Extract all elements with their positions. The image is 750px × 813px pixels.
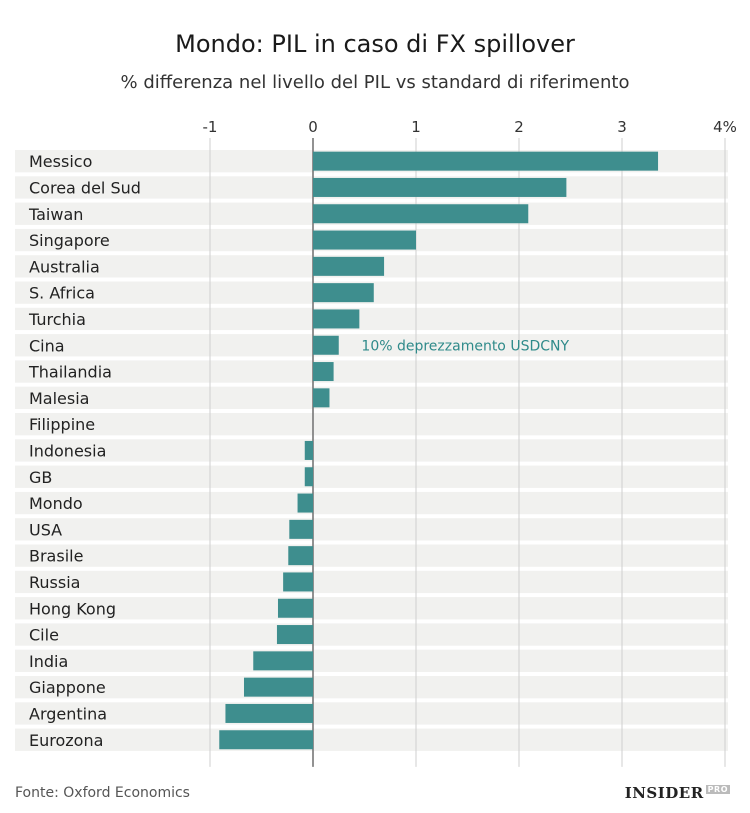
x-tick-label: 2 — [514, 118, 524, 136]
row-band — [15, 334, 728, 357]
x-tick-label: 0 — [308, 118, 318, 136]
bar — [225, 703, 313, 723]
category-label: India — [29, 652, 68, 671]
bar — [313, 256, 385, 276]
bar — [276, 625, 313, 645]
bar — [283, 572, 313, 592]
category-label: Turchia — [28, 310, 86, 329]
annotations: 10% deprezzamento USDCNY — [361, 338, 569, 354]
bar — [304, 467, 313, 487]
x-tick-label: 1 — [411, 118, 421, 136]
bar — [277, 598, 313, 618]
bar — [243, 677, 313, 697]
category-label: Filippine — [29, 415, 95, 434]
row-band — [15, 386, 728, 409]
row-band — [15, 307, 728, 331]
category-label: Brasile — [29, 547, 83, 566]
category-label: Russia — [29, 573, 80, 592]
row-band — [15, 518, 728, 541]
category-label: GB — [29, 468, 52, 487]
bar — [288, 546, 313, 566]
row-band — [15, 439, 728, 462]
bar — [313, 335, 339, 355]
bar-chart: -1 0 1 2 3 4% Messico Corea del Sud Taiwan Singa… — [15, 118, 737, 767]
row-band — [15, 728, 728, 751]
category-label: S. Africa — [29, 284, 95, 303]
category-label: Malesia — [29, 389, 89, 408]
bar — [313, 309, 360, 329]
row-band — [15, 702, 728, 725]
category-label: Giappone — [29, 678, 106, 697]
category-label: Argentina — [29, 704, 107, 723]
row-band — [15, 570, 728, 594]
bar — [219, 730, 313, 750]
brand-name: INSIDER — [624, 784, 704, 802]
bar — [313, 151, 659, 171]
bar — [313, 388, 330, 408]
category-label: Mondo — [29, 494, 83, 513]
bars — [219, 151, 659, 750]
x-tick-label: -1 — [203, 118, 218, 136]
category-label: Hong Kong — [29, 599, 116, 618]
category-label: Singapore — [29, 231, 110, 250]
bar — [313, 283, 374, 303]
row-band — [15, 413, 728, 436]
chart-title: Mondo: PIL in caso di FX spillover — [175, 30, 575, 58]
row-band — [15, 465, 728, 488]
row-band — [15, 649, 728, 672]
category-label: Corea del Sud — [29, 178, 141, 197]
bar — [313, 177, 567, 197]
category-label: Cile — [29, 626, 59, 645]
category-label: Eurozona — [29, 731, 103, 750]
brand-logo: INSIDER PRO — [625, 784, 730, 802]
bar — [313, 362, 334, 382]
category-label: Messico — [29, 152, 92, 171]
source-note: Fonte: Oxford Economics — [15, 785, 190, 801]
bar — [297, 493, 313, 513]
row-band — [15, 597, 728, 620]
row-band — [15, 491, 728, 515]
annotation-label: 10% deprezzamento USDCNY — [361, 338, 569, 354]
row-bands — [15, 150, 728, 751]
row-band — [15, 676, 728, 699]
category-label: Cina — [29, 336, 65, 355]
bar — [313, 230, 416, 250]
bar — [289, 519, 313, 539]
category-label: Taiwan — [28, 205, 83, 224]
row-band — [15, 623, 728, 646]
category-labels: Messico Corea del Sud Taiwan Singapore Austr… — [28, 152, 141, 750]
brand-suffix: PRO — [705, 785, 730, 794]
row-band — [15, 544, 728, 567]
x-tick-label: 3 — [617, 118, 627, 136]
bar — [304, 440, 313, 460]
category-label: USA — [29, 520, 62, 539]
row-band — [15, 360, 728, 383]
bar — [253, 651, 313, 671]
chart-subtitle: % differenza nel livello del PIL vs stan… — [120, 72, 630, 93]
bar — [313, 204, 529, 224]
category-label: Australia — [29, 257, 100, 276]
category-label: Indonesia — [29, 441, 106, 460]
category-label: Thailandia — [28, 363, 112, 382]
x-tick-labels: -1 0 1 2 3 4% — [203, 118, 737, 136]
x-tick-label: 4% — [713, 118, 737, 136]
